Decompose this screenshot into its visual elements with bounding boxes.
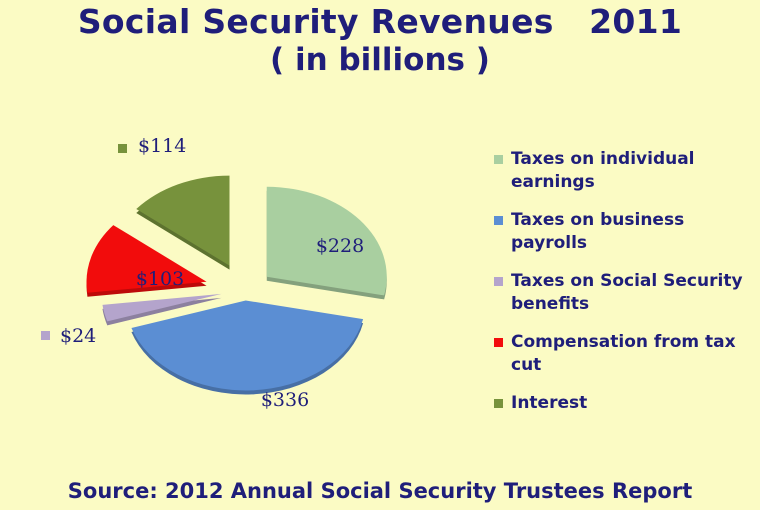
pie-slice bbox=[102, 293, 222, 322]
data-label: $114 bbox=[138, 135, 186, 157]
pie-slice-edge bbox=[102, 297, 222, 326]
legend-label: Taxes on individual earnings bbox=[511, 149, 695, 192]
pie-slice bbox=[136, 175, 230, 266]
data-label: $24 bbox=[60, 325, 96, 347]
pie-slice bbox=[266, 186, 387, 296]
legend-label: Interest bbox=[511, 393, 588, 413]
pie-slice bbox=[86, 225, 207, 293]
chart-legend: Taxes on individual earnings Taxes on bu… bbox=[494, 148, 754, 430]
data-label: $336 bbox=[261, 389, 309, 411]
chart-title: Social Security Revenues 2011 bbox=[77, 2, 683, 41]
data-label-swatch bbox=[118, 144, 127, 153]
legend-label: Taxes on Social Security benefits bbox=[511, 271, 743, 314]
legend-swatch bbox=[494, 155, 503, 164]
legend-item: Taxes on Social Security benefits bbox=[494, 270, 754, 316]
data-label: $228 bbox=[316, 235, 364, 257]
legend-item: Compensation from tax cut bbox=[494, 331, 754, 377]
legend-item: Taxes on individual earnings bbox=[494, 148, 754, 194]
legend-swatch bbox=[494, 216, 503, 225]
legend-item: Taxes on business payrolls bbox=[494, 209, 754, 255]
legend-label: Taxes on business payrolls bbox=[511, 210, 685, 253]
data-label: $103 bbox=[136, 268, 184, 290]
pie-slice bbox=[131, 300, 364, 391]
legend-swatch bbox=[494, 399, 503, 408]
legend-item: Interest bbox=[494, 392, 754, 415]
chart-subtitle: ( in billions ) bbox=[270, 42, 490, 78]
data-label-swatch bbox=[41, 331, 50, 340]
legend-swatch bbox=[494, 338, 503, 347]
source-note: Source: 2012 Annual Social Security Trus… bbox=[67, 479, 693, 503]
legend-label: Compensation from tax cut bbox=[511, 332, 736, 375]
legend-swatch bbox=[494, 277, 503, 286]
